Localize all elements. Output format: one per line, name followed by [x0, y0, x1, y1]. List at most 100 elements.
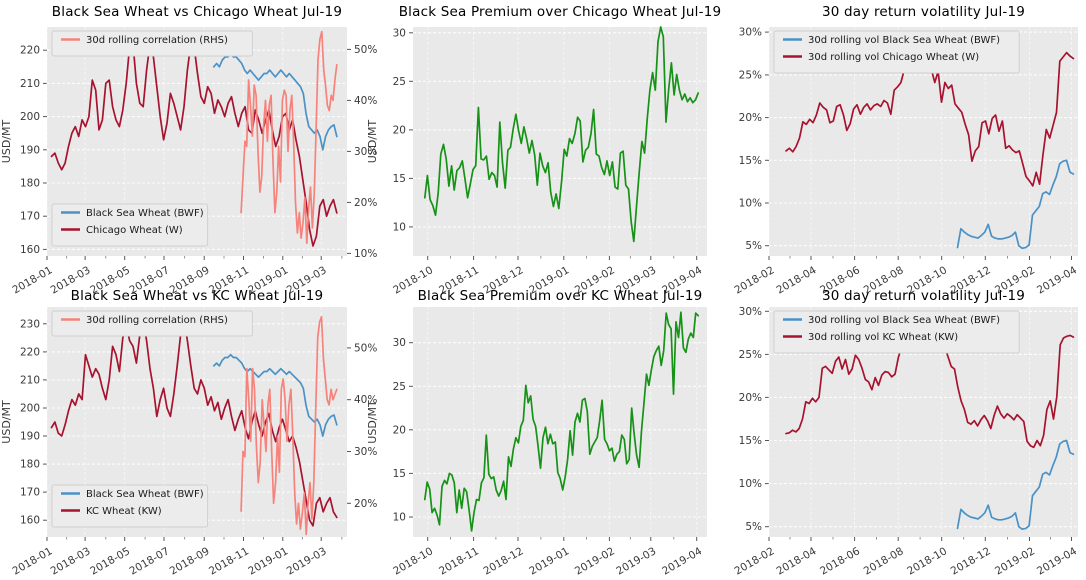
plot-area	[413, 307, 707, 537]
y-tick-label: 20	[393, 124, 406, 136]
legend-box	[51, 30, 253, 57]
y-tick-label: 30%	[739, 27, 762, 39]
x-tick-label: 2018-10	[391, 545, 435, 577]
x-tick-label: 2018-02	[733, 545, 777, 577]
x-tick-label: 2018-10	[905, 545, 949, 577]
chart-title-premium-over-kc: Black Sea Premium over KC Wheat Jul-19	[417, 288, 703, 304]
legend-box	[51, 203, 209, 247]
y-tick-label: 30	[393, 337, 406, 349]
legend-label-rolling-correlation: 30d rolling correlation (RHS)	[86, 315, 228, 326]
y-tick-label: 190	[20, 144, 40, 156]
chart-title-black-sea-vs-chicago: Black Sea Wheat vs Chicago Wheat Jul-19	[51, 4, 343, 20]
right-tick-label: 50%	[354, 44, 377, 56]
chart-title-volatility-kc: 30 day return volatility Jul-19	[821, 288, 1026, 304]
plot-area	[413, 27, 707, 256]
legend-label-black-sea-wheat: Black Sea Wheat (BWF)	[86, 489, 204, 500]
y-tick-label: 10%	[739, 198, 762, 210]
y-tick-label: 15	[393, 468, 406, 480]
legend-label-chicago-wheat: Chicago Wheat (W)	[86, 225, 183, 236]
y-tick-label: 10%	[739, 478, 762, 490]
right-tick-label: 50%	[354, 342, 377, 354]
right-tick-label: 20%	[354, 197, 377, 209]
y-tick-label: 15%	[739, 155, 762, 167]
x-tick-label: 2019-04	[660, 545, 704, 577]
y-tick-label: 25	[393, 76, 406, 88]
x-tick-label: 2018-12	[949, 545, 993, 577]
y-tick-label: 30%	[739, 306, 762, 318]
y-tick-label: 10	[393, 221, 406, 233]
x-tick-label: 2018-07	[128, 545, 172, 577]
y-tick-label: 5%	[745, 521, 762, 533]
legend-box	[51, 484, 209, 528]
y-tick-label: 10	[393, 512, 406, 524]
legend-label-rolling-correlation: 30d rolling correlation (RHS)	[86, 35, 228, 46]
x-tick-label: 2018-06	[818, 545, 862, 577]
legend-label-vol-black-sea: 30d rolling vol Black Sea Wheat (BWF)	[808, 315, 1000, 326]
y-tick-label: 15%	[739, 435, 762, 447]
legend-label-vol-black-sea: 30d rolling vol Black Sea Wheat (BWF)	[808, 35, 1000, 46]
series-premium-over-chicago	[423, 26, 700, 243]
y-tick-label: 15	[393, 173, 406, 185]
y-tick-label: 220	[20, 45, 40, 57]
x-tick-label: 2018-08	[862, 545, 906, 577]
right-tick-label: 10%	[354, 248, 377, 260]
x-tick-label: 2019-03	[285, 545, 329, 577]
series-vol-black-sea	[956, 159, 1075, 250]
y-tick-label: 5%	[745, 240, 762, 252]
x-tick-label: 2018-12	[482, 545, 526, 577]
legend-label-vol-chicago: 30d rolling vol Chicago Wheat (W)	[808, 52, 979, 63]
x-tick-label: 2018-03	[49, 545, 93, 577]
legend-label-black-sea-wheat: Black Sea Wheat (BWF)	[86, 208, 204, 219]
x-tick-label: 2019-01	[527, 545, 571, 577]
x-tick-label: 2019-02	[993, 545, 1037, 577]
legend-box	[51, 310, 253, 337]
right-tick-label: 30%	[354, 146, 377, 158]
y-axis-label: USD/MT	[366, 400, 379, 444]
y-tick-label: 230	[20, 318, 40, 330]
y-tick-label: 180	[20, 178, 40, 190]
x-tick-label: 2019-04	[1035, 545, 1079, 577]
x-tick-label: 2018-01	[11, 545, 55, 577]
y-axis-label: USD/MT	[0, 120, 13, 164]
y-tick-label: 220	[20, 346, 40, 358]
y-tick-label: 210	[20, 78, 40, 90]
x-tick-label: 2019-01	[246, 545, 290, 577]
legend-box	[773, 30, 1020, 74]
y-axis-label: USD/MT	[366, 120, 379, 164]
y-tick-label: 200	[20, 403, 40, 415]
y-tick-label: 170	[20, 211, 40, 223]
series-rolling-correlation	[240, 315, 338, 536]
right-tick-label: 30%	[354, 446, 377, 458]
y-tick-label: 160	[20, 244, 40, 256]
y-tick-label: 180	[20, 459, 40, 471]
x-tick-label: 2019-02	[573, 545, 617, 577]
chart-title-black-sea-vs-kc: Black Sea Wheat vs KC Wheat Jul-19	[70, 288, 324, 304]
x-tick-label: 2018-05	[88, 545, 132, 577]
y-tick-label: 25%	[739, 349, 762, 361]
legend-box	[773, 310, 1020, 354]
y-tick-label: 190	[20, 431, 40, 443]
legend-label-kc-wheat: KC Wheat (KW)	[86, 506, 162, 517]
y-tick-label: 25	[393, 381, 406, 393]
chart-title-premium-over-chicago: Black Sea Premium over Chicago Wheat Jul…	[398, 4, 722, 20]
series-vol-black-sea	[956, 439, 1075, 531]
series-premium-over-kc	[423, 311, 700, 532]
chart-title-volatility-chicago: 30 day return volatility Jul-19	[821, 4, 1026, 20]
right-tick-label: 40%	[354, 95, 377, 107]
x-tick-label: 2018-04	[775, 545, 819, 577]
series-rolling-correlation	[240, 30, 338, 245]
x-tick-label: 2019-03	[614, 545, 658, 577]
y-tick-label: 20%	[739, 112, 762, 124]
y-axis-label: USD/MT	[0, 400, 13, 444]
y-tick-label: 170	[20, 487, 40, 499]
x-tick-label: 2018-11	[207, 545, 251, 577]
y-tick-label: 30	[393, 27, 406, 39]
series-kc-wheat	[50, 317, 338, 527]
y-tick-label: 160	[20, 515, 40, 527]
y-tick-label: 20%	[739, 392, 762, 404]
y-tick-label: 25%	[739, 69, 762, 81]
y-tick-label: 20	[393, 424, 406, 436]
legend-label-vol-kc: 30d rolling vol KC Wheat (KW)	[808, 332, 958, 343]
